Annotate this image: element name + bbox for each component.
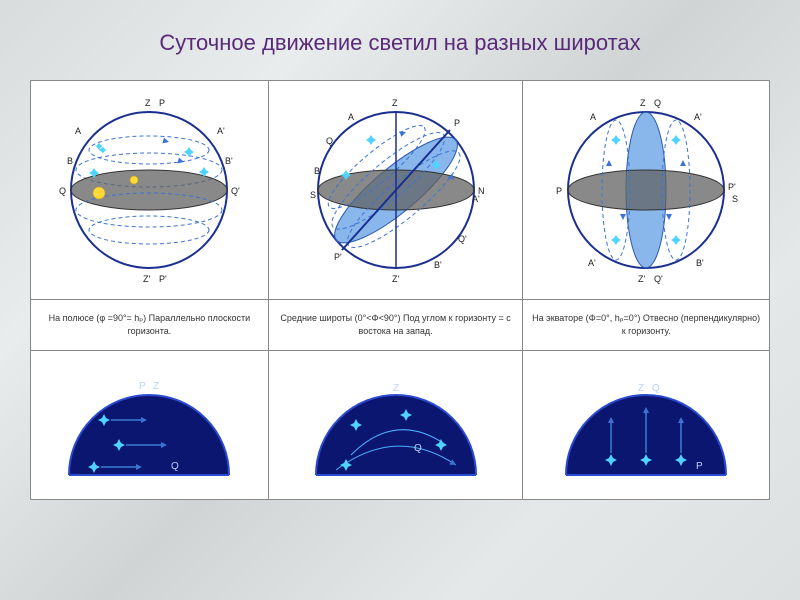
label-Q: Q [326,136,333,146]
label-Z: Z [640,98,646,108]
sphere-mid-cell: Z Z' P P' Q Q' A A' B B' N S [268,81,522,300]
dome-mid-cell: Z Q [268,351,522,500]
sphere-equator-cell: Z Q Z' Q' P P' A A' A' B' S [523,81,770,300]
label-B: B [67,156,73,166]
label-Pp: P' [159,274,167,284]
dome-label-Z: Z [393,383,399,394]
label-A: A [75,126,81,136]
label-Qp: Q' [231,186,240,196]
label-Q: Q [59,186,66,196]
sphere-equator: Z Q Z' Q' P P' A A' A' B' S [536,90,756,290]
label-Bp: B' [434,260,442,270]
label-Z: Z [392,98,398,108]
sphere-mid: Z Z' P P' Q Q' A A' B B' N S [286,90,506,290]
dome-equator: Z Q P [546,365,746,485]
label-Bp: B' [696,258,704,268]
label-Qp: Q' [458,234,467,244]
dome-pole-cell: P Z Q [31,351,269,500]
sphere-pole: Z P Z' P' Q Q' A A' B B' [39,90,259,290]
label-Ap2: A' [588,258,596,268]
dome-pole: P Z Q [49,365,249,485]
label-N: N [478,186,485,196]
dome-equator-cell: Z Q P [523,351,770,500]
label-Z: Z [145,98,151,108]
dome-mid: Z Q [296,365,496,485]
label-Pp: P' [334,252,342,262]
dome-label-Q: Q [414,443,422,454]
label-Ap: A' [694,112,702,122]
dome-label-P: P [139,381,146,392]
label-Q: Q [654,98,661,108]
label-Ap: A' [217,126,225,136]
label-S: S [732,194,738,204]
dome-label-Q: Q [171,461,179,472]
diagram-table: Z P Z' P' Q Q' A A' B B' [30,80,770,500]
sphere-pole-cell: Z P Z' P' Q Q' A A' B B' [31,81,269,300]
label-A: A [348,112,354,122]
page-title: Суточное движение светил на разных широт… [30,30,770,56]
label-P: P [159,98,165,108]
dome-label-P: P [696,461,703,472]
label-Zp: Z' [143,274,150,284]
label-B: B [314,166,320,176]
caption-mid: Средние широты (0°<Φ<90°) Под углом к го… [268,300,522,351]
label-Zp: Z' [392,274,399,284]
caption-equator: На экваторе (Φ=0°, hₚ=0°) Отвесно (перпе… [523,300,770,351]
label-P: P [556,186,562,196]
label-S: S [310,190,316,200]
label-A: A [590,112,596,122]
dome-label-Z: Z [153,381,159,392]
caption-pole: На полюсе (φ =90°= hₚ) Параллельно плоск… [31,300,269,351]
label-Pp: P' [728,182,736,192]
dome-label-Q: Q [652,383,660,394]
label-Zp: Z' [638,274,645,284]
label-Bp: B' [225,156,233,166]
label-Qp: Q' [654,274,663,284]
label-P: P [454,118,460,128]
dome-label-Z: Z [638,383,644,394]
